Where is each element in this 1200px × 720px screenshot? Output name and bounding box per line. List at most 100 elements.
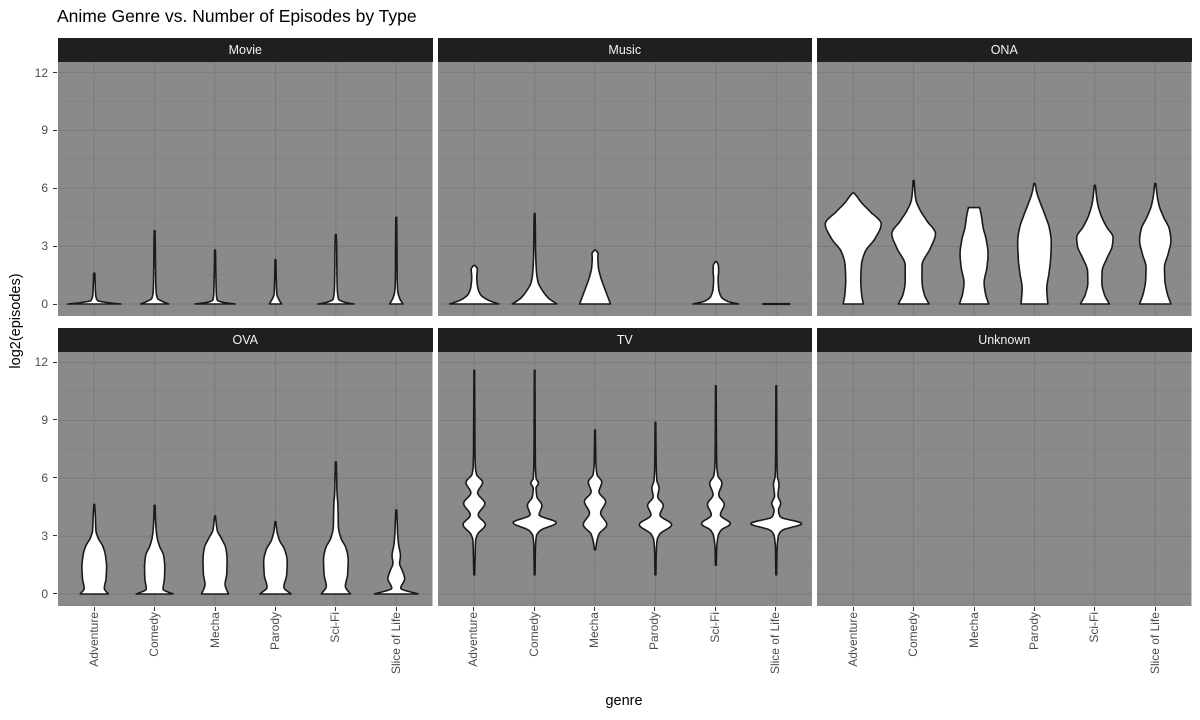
violin-music-adventure <box>448 264 500 305</box>
x-tick-mark <box>274 606 276 611</box>
x-tick-label-sci-fi: Sci-Fi <box>707 611 722 643</box>
violin-ova-sci-fi <box>320 460 352 595</box>
x-tick-label-slice-of-life: Slice of Life <box>388 611 403 674</box>
violin-tv-mecha <box>582 428 608 550</box>
x-tick-mark <box>335 606 337 611</box>
violin-movie-comedy <box>139 230 170 305</box>
x-axis-title: genre <box>605 693 643 709</box>
y-tick-label: 3 <box>41 239 48 254</box>
violin-ova-parody <box>259 520 292 595</box>
facet-panel-unknown <box>817 351 1192 606</box>
x-tick-mark <box>852 606 854 611</box>
x-tick-mark <box>714 606 716 611</box>
gridlines <box>817 351 1192 606</box>
facet-strip-movie: Movie <box>58 38 433 62</box>
facet-panel-movie <box>58 62 433 316</box>
x-tick-label-comedy: Comedy <box>147 611 162 657</box>
violin-tv-slice-of-life <box>749 384 802 576</box>
y-tick-label: 12 <box>34 355 48 370</box>
y-tick-mark <box>53 361 57 363</box>
y-tick-label: 9 <box>41 412 48 427</box>
x-tick-label-slice-of-life: Slice of Life <box>1147 611 1162 674</box>
x-tick-mark <box>473 606 475 611</box>
facet-strip-tv: TV <box>437 327 812 352</box>
facet-strip-music: Music <box>437 38 812 62</box>
violin-movie-slice-of-life <box>388 216 404 305</box>
y-tick-mark <box>53 245 57 247</box>
violin-movie-adventure <box>66 272 122 305</box>
facet-strip-label: Music <box>608 43 642 57</box>
violin-movie-mecha <box>194 249 236 305</box>
x-tick-mark <box>654 606 656 611</box>
violin-tv-sci-fi <box>700 384 731 566</box>
x-tick-mark <box>533 606 535 611</box>
x-tick-label-parody: Parody <box>267 611 282 650</box>
y-tick-label: 0 <box>41 586 48 601</box>
violin-ona-comedy <box>891 179 937 305</box>
facet-panel-tv <box>437 351 812 606</box>
y-tick-mark <box>53 303 57 305</box>
x-tick-label-parody: Parody <box>647 611 662 650</box>
x-tick-label-sci-fi: Sci-Fi <box>1087 611 1102 643</box>
violin-tv-parody <box>638 421 672 576</box>
x-tick-label-mecha: Mecha <box>207 611 222 648</box>
violin-ova-adventure <box>79 503 109 595</box>
y-tick-mark <box>53 187 57 189</box>
violin-ona-adventure <box>824 192 882 305</box>
facet-panel-ova <box>58 351 433 606</box>
violin-tv-comedy <box>511 369 557 576</box>
facet-strip-label: Unknown <box>978 332 1031 347</box>
x-tick-mark <box>1033 606 1035 611</box>
violin-ova-mecha <box>200 514 230 595</box>
facet-strip-label: Movie <box>228 43 262 57</box>
violin-music-mecha <box>578 249 611 305</box>
violin-ona-mecha <box>958 206 990 305</box>
x-tick-label-adventure: Adventure <box>845 611 860 667</box>
x-tick-label-sci-fi: Sci-Fi <box>328 611 343 643</box>
y-tick-mark <box>53 477 57 479</box>
facet-strip-label: OVA <box>232 332 258 347</box>
violin-ona-parody <box>1016 182 1053 305</box>
y-tick-mark <box>53 593 57 595</box>
x-tick-label-parody: Parody <box>1026 611 1041 650</box>
violin-ona-slice-of-life <box>1138 182 1172 305</box>
violin-music-sci-fi <box>691 260 740 305</box>
x-tick-mark <box>594 606 596 611</box>
violin-ova-slice-of-life <box>373 508 419 595</box>
x-tick-label-comedy: Comedy <box>906 611 921 657</box>
y-tick-mark <box>53 72 57 74</box>
y-tick-label: 3 <box>41 528 48 543</box>
violin-movie-sci-fi <box>316 233 355 305</box>
y-tick-label: 6 <box>41 470 48 485</box>
violin-music-comedy <box>510 212 558 305</box>
facet-strip-label: ONA <box>990 43 1018 57</box>
x-tick-mark <box>775 606 777 611</box>
facet-panel-music <box>437 62 812 316</box>
x-tick-mark <box>973 606 975 611</box>
y-tick-mark <box>53 535 57 537</box>
y-tick-label: 9 <box>41 123 48 138</box>
x-tick-label-adventure: Adventure <box>466 611 481 667</box>
x-tick-mark <box>1154 606 1156 611</box>
facet-strip-ova: OVA <box>58 327 433 352</box>
x-tick-label-mecha: Mecha <box>966 611 981 648</box>
y-tick-label: 0 <box>41 297 48 312</box>
x-tick-mark <box>1094 606 1096 611</box>
x-tick-mark <box>154 606 156 611</box>
x-tick-label-slice-of-life: Slice of Life <box>768 611 783 674</box>
facet-panel-ona <box>817 62 1192 316</box>
x-tick-mark <box>214 606 216 611</box>
x-tick-mark <box>913 606 915 611</box>
facet-strip-ona: ONA <box>817 38 1192 62</box>
facet-strip-label: TV <box>616 332 633 347</box>
x-tick-label-comedy: Comedy <box>526 611 541 657</box>
x-tick-label-adventure: Adventure <box>86 611 101 667</box>
violin-tv-adventure <box>461 369 486 576</box>
y-tick-label: 6 <box>41 181 48 196</box>
chart-title: Anime Genre vs. Number of Episodes by Ty… <box>57 6 417 26</box>
violin-ova-comedy <box>135 504 174 595</box>
x-tick-label-mecha: Mecha <box>587 611 602 648</box>
x-tick-mark <box>395 606 397 611</box>
violin-movie-parody <box>268 258 283 305</box>
